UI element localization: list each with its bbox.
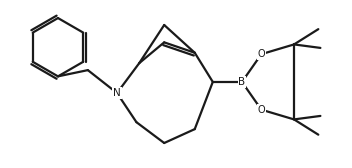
- Text: O: O: [258, 105, 265, 115]
- Text: N: N: [113, 88, 121, 98]
- Text: O: O: [258, 49, 265, 59]
- Text: B: B: [238, 77, 245, 87]
